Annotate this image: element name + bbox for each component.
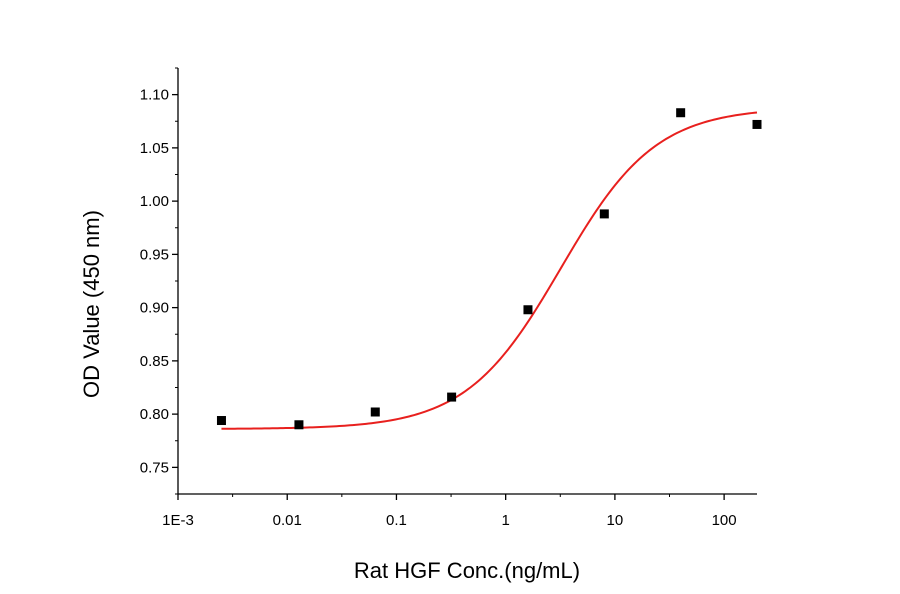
- x-axis: 1E-3 0.01 0.1 1 10 100: [162, 493, 757, 529]
- data-point: [447, 392, 457, 402]
- fit-curve: [221, 111, 758, 430]
- data-point: [370, 407, 380, 417]
- y-tick-label: 1.00: [140, 193, 169, 210]
- data-point: [599, 209, 609, 219]
- data-points: [216, 108, 762, 430]
- data-point: [216, 416, 226, 426]
- y-tick-label: 0.90: [140, 300, 169, 317]
- x-tick-label: 1E-3: [162, 512, 194, 529]
- x-tick-label: 1: [502, 512, 510, 529]
- y-tick-label: 1.10: [140, 87, 169, 104]
- y-axis-title: OD Value (450 nm): [79, 210, 104, 398]
- x-tick-label: 100: [712, 512, 737, 529]
- data-point: [752, 119, 762, 129]
- y-tick-label: 0.95: [140, 246, 169, 263]
- y-tick-label: 0.85: [140, 353, 169, 370]
- y-tick-label: 1.05: [140, 140, 169, 157]
- y-tick-label: 0.80: [140, 406, 169, 423]
- data-point: [523, 305, 533, 315]
- x-axis-title: Rat HGF Conc.(ng/mL): [354, 558, 580, 583]
- x-tick-label: 0.01: [273, 512, 302, 529]
- y-tick-label: 0.75: [140, 459, 169, 476]
- data-point: [294, 420, 304, 430]
- data-point: [676, 108, 686, 118]
- x-tick-label: 10: [607, 512, 624, 529]
- y-axis: 0.75 0.80 0.85 0.90 0.95 1.00 1.05 1.10: [140, 67, 179, 495]
- x-tick-label: 0.1: [386, 512, 407, 529]
